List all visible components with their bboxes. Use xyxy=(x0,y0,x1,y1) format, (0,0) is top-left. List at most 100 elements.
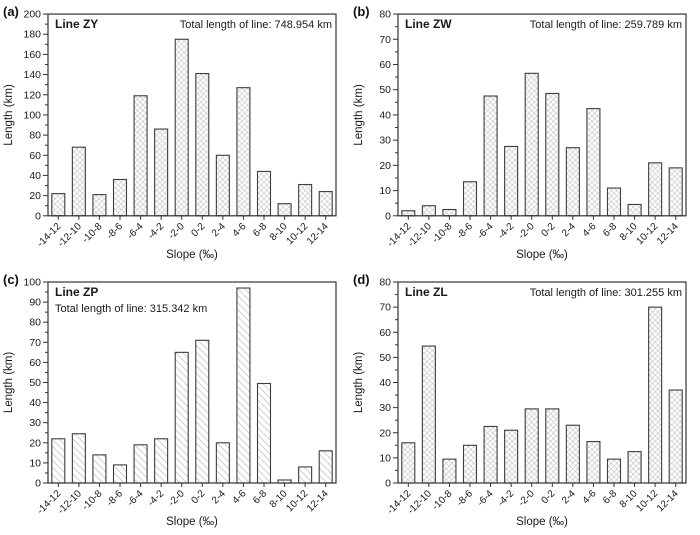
y-tick-label: 10 xyxy=(29,457,41,469)
bar--10-8 xyxy=(92,454,107,484)
x-tick-label: -6-4 xyxy=(475,488,496,509)
bar-12-14 xyxy=(318,191,333,217)
x-tick-label: 6-8 xyxy=(601,488,619,506)
x-tick-label: -10-8 xyxy=(430,488,455,513)
bar--6-4 xyxy=(483,425,498,484)
x-tick-label: -8-6 xyxy=(455,221,476,242)
axes xyxy=(43,281,327,487)
bar-6-8 xyxy=(606,458,622,484)
x-tick-label: 0-2 xyxy=(539,221,557,239)
x-tick-label: -12-10 xyxy=(406,221,434,250)
bar--4-2 xyxy=(504,145,519,217)
x-tick-label: 12-14 xyxy=(305,221,331,247)
y-tick-label: 10 xyxy=(379,185,391,197)
panel-letter-b: (b) xyxy=(353,4,370,19)
y-tick-label: 0 xyxy=(35,478,41,490)
bar--6-4 xyxy=(133,444,148,484)
bar--12-10 xyxy=(421,205,436,217)
panel-a: (a) 0 20 40 60 80 100 120 140 160 180 200 -14-12 -12… xyxy=(0,0,350,268)
bar--10-8 xyxy=(442,208,457,217)
y-tick-label: 70 xyxy=(379,302,391,314)
y-tick-label: 40 xyxy=(29,170,41,182)
bar-2-4 xyxy=(215,442,230,484)
x-tick-label: 10-12 xyxy=(284,221,310,247)
bar-2-4 xyxy=(565,147,580,217)
x-tick-label: -6-4 xyxy=(125,221,146,242)
y-axis-title: Length (km) xyxy=(353,84,365,146)
x-tick-label: 0-2 xyxy=(189,221,207,239)
bar-6-8 xyxy=(256,382,272,484)
chart-title: Line ZY xyxy=(55,17,98,31)
axes xyxy=(393,13,677,220)
y-tick-label: 20 xyxy=(29,437,41,449)
panel-letter-d: (d) xyxy=(353,272,370,287)
y-tick-label: 50 xyxy=(29,377,41,389)
panel-b: (b) 0 10 20 30 40 50 60 70 80 -14-12 -12-10 -10-8 -8… xyxy=(350,0,700,268)
x-axis-title: Slope (‰) xyxy=(166,516,218,528)
x-tick-label: 2-4 xyxy=(210,221,228,239)
x-tick-label: -4-2 xyxy=(496,488,517,509)
y-tick-label: 80 xyxy=(29,317,41,329)
total-length-annotation: Total length of line: 748.954 km xyxy=(180,19,332,31)
bar--6-4 xyxy=(133,95,148,217)
panel-letter-c: (c) xyxy=(3,272,19,287)
x-tick-label: 4-6 xyxy=(581,221,599,239)
bar--10-8 xyxy=(92,194,107,217)
y-tick-label: 180 xyxy=(24,29,42,41)
y-tick-label: 20 xyxy=(29,190,41,202)
x-tick-label: -2-0 xyxy=(516,488,537,509)
y-tick-label: 50 xyxy=(379,352,391,364)
x-tick-label: -12-10 xyxy=(56,488,85,517)
x-tick-label: -2-0 xyxy=(166,488,187,509)
bar--2-0 xyxy=(524,72,539,217)
y-tick-label: 30 xyxy=(29,417,41,429)
bar--8-6 xyxy=(462,444,478,484)
bar-4-6 xyxy=(586,440,601,484)
x-tick-label: 12-14 xyxy=(655,221,681,247)
x-tick-label: 6-8 xyxy=(251,488,269,506)
y-tick-label: 60 xyxy=(379,59,391,71)
bar-8-10 xyxy=(277,203,292,217)
x-tick-label: -10-8 xyxy=(80,488,105,513)
bar-10-12 xyxy=(298,466,313,484)
x-tick-label: -10-8 xyxy=(80,221,105,246)
bar--12-10 xyxy=(71,433,86,484)
bar--10-8 xyxy=(442,458,457,484)
axes xyxy=(393,281,677,487)
total-length-annotation: Total length of line: 315.342 km xyxy=(55,303,207,315)
x-tick-label: -10-8 xyxy=(430,221,455,246)
bar--2-0 xyxy=(524,408,539,484)
x-tick-label: -8-6 xyxy=(105,221,126,242)
y-tick-label: 60 xyxy=(29,357,41,369)
y-tick-label: 100 xyxy=(24,109,42,121)
x-tick-label: 2-4 xyxy=(560,488,578,506)
y-tick-label: 0 xyxy=(35,210,41,222)
bar--6-4 xyxy=(483,95,498,217)
y-tick-label: 80 xyxy=(379,277,391,289)
panel-c: (c) 0 10 20 30 40 50 60 70 80 90 100 -14-12 -12-10 -1… xyxy=(0,268,350,535)
x-axis-title: Slope (‰) xyxy=(516,516,568,528)
x-tick-label: 10-12 xyxy=(634,488,660,514)
y-tick-label: 60 xyxy=(379,327,391,339)
y-tick-label: 120 xyxy=(24,89,42,101)
bar-10-12 xyxy=(648,306,663,484)
bar--14-12 xyxy=(401,210,416,217)
bar-8-10 xyxy=(627,203,642,217)
x-tick-label: 4-6 xyxy=(231,221,249,239)
bar-8-10 xyxy=(627,451,642,484)
x-tick-label: 2-4 xyxy=(210,488,228,506)
bar-0-2 xyxy=(195,339,210,484)
x-tick-label: -6-4 xyxy=(475,221,496,242)
bar-0-2 xyxy=(545,408,560,484)
total-length-annotation: Total length of line: 259.789 km xyxy=(530,19,682,31)
y-tick-label: 30 xyxy=(379,135,391,147)
x-tick-label: 4-6 xyxy=(231,488,249,506)
bar-4-6 xyxy=(236,287,251,484)
x-axis-title: Slope (‰) xyxy=(516,249,568,261)
plot-frame xyxy=(397,13,687,217)
axes xyxy=(43,13,327,220)
y-tick-label: 200 xyxy=(24,9,42,21)
y-tick-label: 90 xyxy=(29,297,41,309)
